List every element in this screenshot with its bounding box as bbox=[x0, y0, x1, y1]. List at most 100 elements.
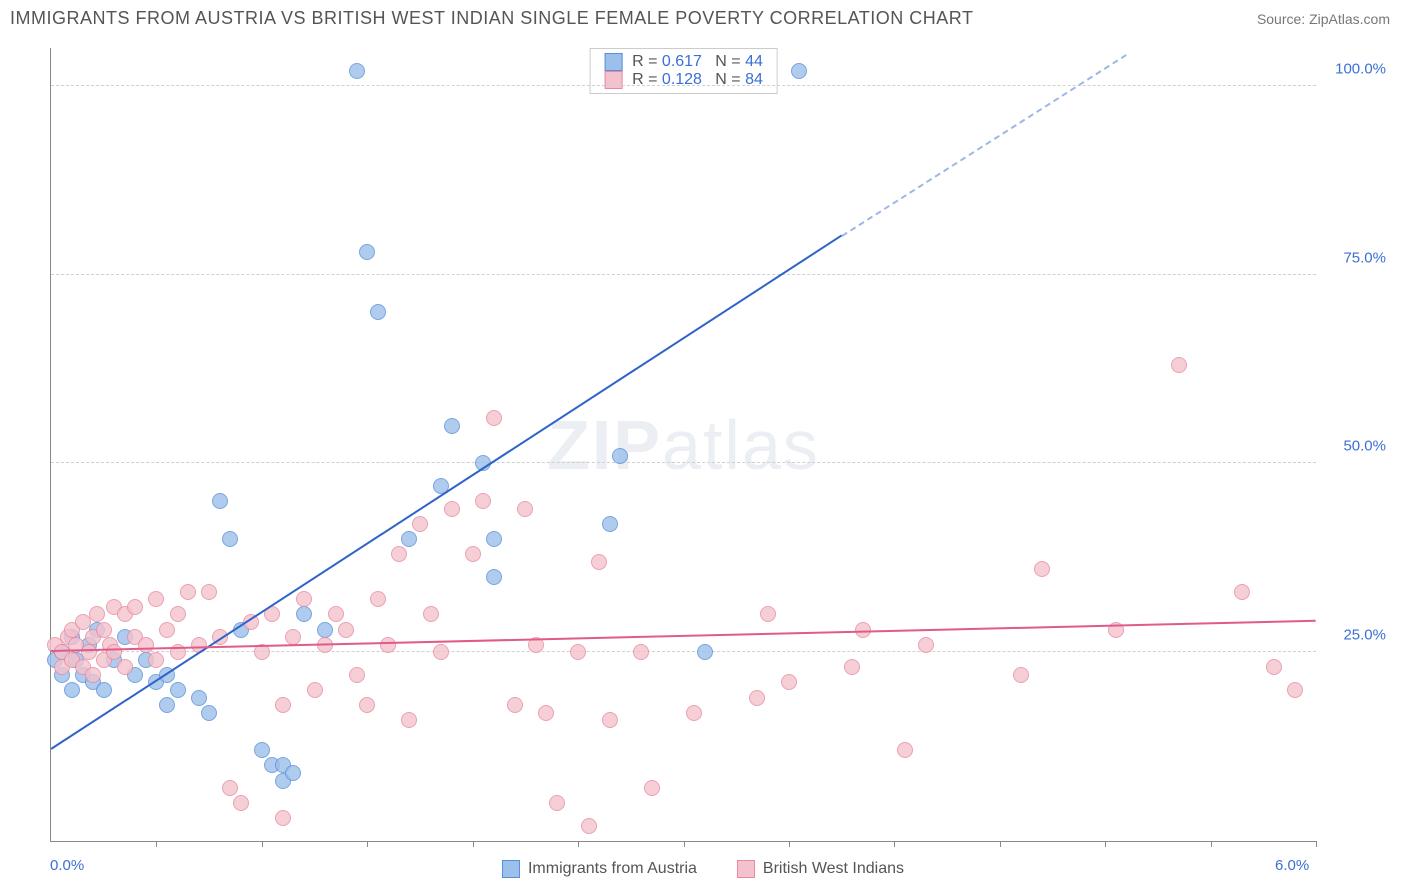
data-point bbox=[201, 584, 217, 600]
y-tick-label: 75.0% bbox=[1343, 249, 1386, 266]
trend-line-dashed bbox=[841, 54, 1127, 237]
gridline bbox=[51, 462, 1316, 463]
data-point bbox=[391, 546, 407, 562]
data-point bbox=[222, 780, 238, 796]
data-point bbox=[191, 690, 207, 706]
data-point bbox=[296, 591, 312, 607]
data-point bbox=[1034, 561, 1050, 577]
data-point bbox=[89, 606, 105, 622]
legend-item: Immigrants from Austria bbox=[502, 860, 697, 878]
data-point bbox=[486, 569, 502, 585]
x-max-label: 6.0% bbox=[1275, 857, 1309, 874]
legend-item: British West Indians bbox=[737, 860, 904, 878]
data-point bbox=[64, 682, 80, 698]
data-point bbox=[760, 606, 776, 622]
data-point bbox=[96, 622, 112, 638]
data-point bbox=[465, 546, 481, 562]
data-point bbox=[148, 591, 164, 607]
data-point bbox=[275, 810, 291, 826]
x-tick bbox=[894, 841, 895, 847]
data-point bbox=[349, 667, 365, 683]
data-point bbox=[1013, 667, 1029, 683]
data-point bbox=[159, 697, 175, 713]
data-point bbox=[581, 818, 597, 834]
data-point bbox=[380, 637, 396, 653]
data-point bbox=[749, 690, 765, 706]
data-point bbox=[222, 531, 238, 547]
data-point bbox=[486, 531, 502, 547]
x-tick bbox=[367, 841, 368, 847]
data-point bbox=[591, 554, 607, 570]
data-point bbox=[401, 712, 417, 728]
data-point bbox=[644, 780, 660, 796]
x-tick bbox=[684, 841, 685, 847]
data-point bbox=[85, 667, 101, 683]
chart-header: IMMIGRANTS FROM AUSTRIA VS BRITISH WEST … bbox=[0, 0, 1406, 33]
x-tick bbox=[789, 841, 790, 847]
chart-source: Source: ZipAtlas.com bbox=[1257, 11, 1390, 27]
data-point bbox=[117, 659, 133, 675]
data-point bbox=[1287, 682, 1303, 698]
data-point bbox=[412, 516, 428, 532]
data-point bbox=[359, 244, 375, 260]
data-point bbox=[686, 705, 702, 721]
data-point bbox=[106, 644, 122, 660]
legend-swatch bbox=[737, 860, 755, 878]
data-point bbox=[359, 697, 375, 713]
data-point bbox=[507, 697, 523, 713]
data-point bbox=[307, 682, 323, 698]
legend-swatch bbox=[502, 860, 520, 878]
data-point bbox=[338, 622, 354, 638]
x-tick bbox=[262, 841, 263, 847]
legend-row: R = 0.617 N = 44 bbox=[604, 53, 763, 71]
data-point bbox=[148, 652, 164, 668]
y-tick-label: 50.0% bbox=[1343, 438, 1386, 455]
data-point bbox=[75, 614, 91, 630]
data-point bbox=[1234, 584, 1250, 600]
data-point bbox=[296, 606, 312, 622]
data-point bbox=[602, 516, 618, 532]
plot-area: ZIPatlas R = 0.617 N = 44R = 0.128 N = 8… bbox=[50, 48, 1316, 842]
data-point bbox=[127, 599, 143, 615]
legend-swatch bbox=[604, 53, 622, 71]
data-point bbox=[444, 418, 460, 434]
data-point bbox=[1266, 659, 1282, 675]
data-point bbox=[81, 644, 97, 660]
x-min-label: 0.0% bbox=[50, 857, 84, 874]
data-point bbox=[423, 606, 439, 622]
data-point bbox=[370, 304, 386, 320]
y-tick-label: 100.0% bbox=[1335, 60, 1386, 77]
data-point bbox=[897, 742, 913, 758]
data-point bbox=[918, 637, 934, 653]
data-point bbox=[96, 682, 112, 698]
legend-stats: R = 0.128 N = 84 bbox=[632, 71, 763, 89]
data-point bbox=[612, 448, 628, 464]
y-tick-label: 25.0% bbox=[1343, 627, 1386, 644]
data-point bbox=[233, 795, 249, 811]
data-point bbox=[844, 659, 860, 675]
data-point bbox=[475, 493, 491, 509]
data-point bbox=[538, 705, 554, 721]
gridline bbox=[51, 85, 1316, 86]
data-point bbox=[781, 674, 797, 690]
legend-swatch bbox=[604, 71, 622, 89]
legend-top: R = 0.617 N = 44R = 0.128 N = 84 bbox=[589, 48, 778, 94]
data-point bbox=[285, 765, 301, 781]
x-tick bbox=[578, 841, 579, 847]
data-point bbox=[317, 622, 333, 638]
trend-line bbox=[50, 235, 842, 750]
data-point bbox=[401, 531, 417, 547]
data-point bbox=[517, 501, 533, 517]
data-point bbox=[791, 63, 807, 79]
x-tick bbox=[1316, 841, 1317, 847]
data-point bbox=[549, 795, 565, 811]
data-point bbox=[170, 606, 186, 622]
data-point bbox=[633, 644, 649, 660]
x-tick bbox=[156, 841, 157, 847]
legend-label: Immigrants from Austria bbox=[528, 860, 697, 878]
chart-container: Single Female Poverty ZIPatlas R = 0.617… bbox=[0, 38, 1406, 892]
data-point bbox=[602, 712, 618, 728]
data-point bbox=[444, 501, 460, 517]
data-point bbox=[570, 644, 586, 660]
gridline bbox=[51, 274, 1316, 275]
